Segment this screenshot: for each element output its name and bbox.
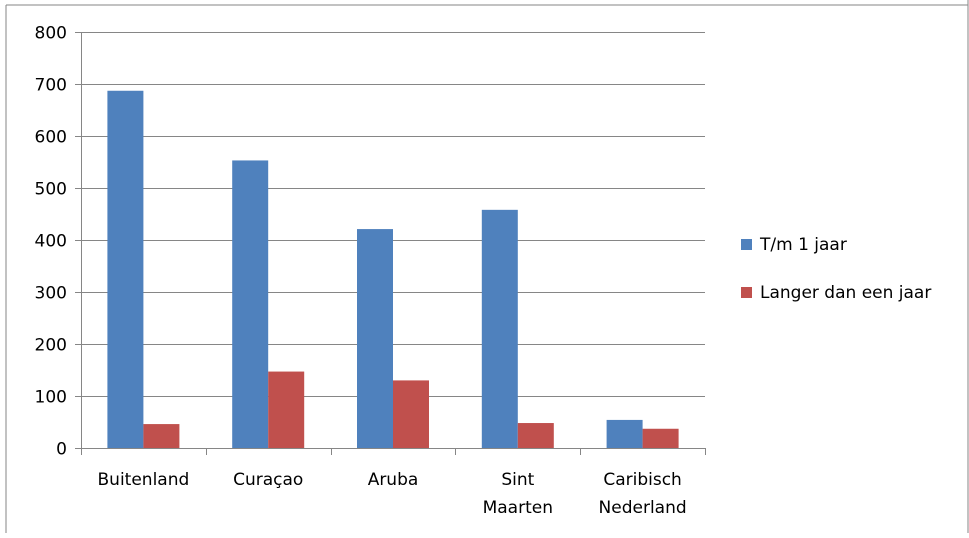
bars bbox=[107, 90, 679, 448]
y-tick-labels: 0 100 200 300 400 500 600 700 800 bbox=[35, 24, 67, 460]
bar-tm-1-jaar bbox=[107, 90, 144, 448]
x-tick-label: Caribisch bbox=[603, 470, 682, 490]
y-tick-label: 700 bbox=[35, 76, 67, 96]
legend-label: Langer dan een jaar bbox=[760, 283, 931, 303]
x-tick-label: Nederland bbox=[599, 498, 687, 518]
y-tick-label: 300 bbox=[35, 284, 67, 304]
y-tick-label: 400 bbox=[35, 232, 67, 252]
legend-swatch bbox=[741, 239, 752, 250]
bar-tm-1-jaar bbox=[357, 229, 393, 448]
bar-tm-1-jaar bbox=[606, 419, 643, 448]
bar-tm-1-jaar bbox=[481, 209, 518, 448]
x-tick-label: Aruba bbox=[368, 470, 419, 490]
bar-langer-dan-een-jaar bbox=[517, 423, 554, 448]
x-tick-label: Maarten bbox=[483, 498, 553, 518]
x-tick-label: Curaçao bbox=[233, 470, 303, 490]
legend-swatch bbox=[741, 287, 752, 298]
axes bbox=[75, 32, 706, 455]
bar-langer-dan-een-jaar bbox=[143, 424, 180, 448]
bar-tm-1-jaar bbox=[232, 160, 269, 448]
x-tick-label: Sint bbox=[501, 470, 534, 490]
bar-langer-dan-een-jaar bbox=[393, 380, 429, 448]
y-tick-label: 200 bbox=[35, 336, 67, 356]
bar-langer-dan-een-jaar bbox=[268, 371, 305, 448]
y-tick-label: 600 bbox=[35, 128, 67, 148]
y-tick-label: 500 bbox=[35, 180, 67, 200]
y-tick-label: 100 bbox=[35, 388, 67, 408]
x-tick-label: Buitenland bbox=[98, 470, 190, 490]
bar-langer-dan-een-jaar bbox=[642, 428, 679, 448]
legend-label: T/m 1 jaar bbox=[759, 235, 847, 255]
y-tick-label: 800 bbox=[35, 24, 67, 44]
y-tick-label: 0 bbox=[56, 440, 67, 460]
legend: T/m 1 jaar Langer dan een jaar bbox=[741, 235, 931, 303]
x-tick-labels: Buitenland Curaçao Aruba Sint Maarten Caribis… bbox=[98, 470, 687, 518]
